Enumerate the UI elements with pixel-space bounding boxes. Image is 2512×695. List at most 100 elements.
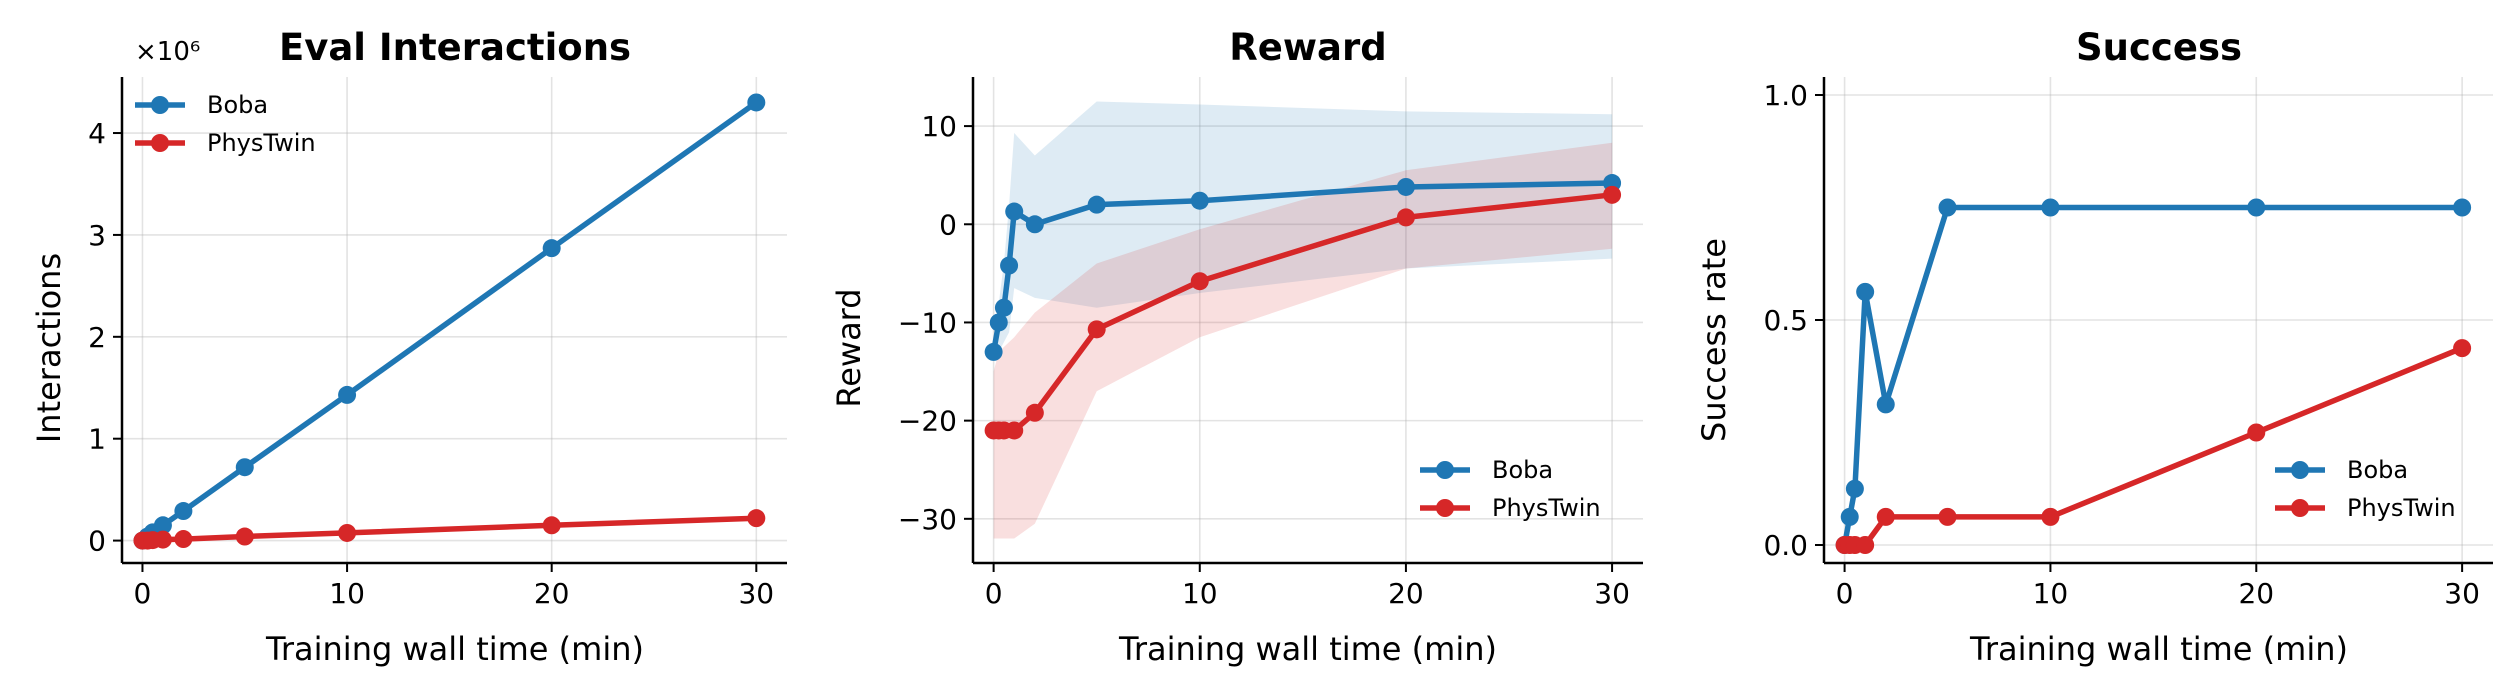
data-point	[1025, 403, 1044, 422]
data-point	[1396, 208, 1415, 227]
y-tick-label: 0	[88, 525, 106, 558]
data-point	[1856, 536, 1875, 554]
data-point	[1876, 507, 1895, 526]
y-tick-label: 2	[88, 321, 106, 354]
data-point	[2453, 339, 2472, 358]
data-point	[1938, 507, 1957, 526]
legend-label: PhysTwin	[1492, 494, 1601, 522]
plot-area: 0 10 20 30 0 1 2 3 4	[88, 77, 787, 610]
y-offset-label: ×10⁶	[135, 37, 200, 67]
data-point	[153, 516, 172, 535]
data-point	[1876, 395, 1895, 414]
y-tick-label: −10	[898, 306, 957, 339]
data-point	[1190, 272, 1209, 291]
series-line	[139, 515, 760, 544]
legend-label: PhysTwin	[2347, 494, 2456, 522]
legend: Boba PhysTwin	[2275, 456, 2456, 522]
legend-label: Boba	[2347, 456, 2408, 484]
x-axis-label: Training wall time (min)	[1118, 630, 1497, 668]
y-tick-label: 1.0	[1763, 79, 1808, 112]
data-point	[1856, 282, 1875, 301]
legend-label: Boba	[207, 91, 268, 119]
x-tick-label: 20	[1388, 577, 1424, 610]
data-point	[984, 342, 1003, 361]
data-point	[1190, 191, 1209, 210]
data-point	[1840, 507, 1859, 526]
data-point	[1603, 185, 1622, 204]
data-point	[2247, 423, 2266, 442]
data-point	[2041, 198, 2060, 217]
data-point	[542, 516, 561, 535]
panel-success: 0 10 20 30 0.0 0.5 1.0 Success Training wall t…	[1695, 26, 2493, 668]
data-point	[747, 93, 766, 112]
y-axis-label: Success rate	[1695, 238, 1733, 442]
x-tick-label: 30	[2444, 577, 2480, 610]
data-point	[174, 502, 193, 521]
data-point	[1025, 215, 1044, 234]
plot-area: 0 10 20 30 −30 −20 −10 0 10	[898, 77, 1643, 610]
x-tick-label: 0	[985, 577, 1003, 610]
x-axis-label: Training wall time (min)	[1969, 630, 2348, 668]
legend: Boba PhysTwin	[135, 91, 316, 157]
legend: Boba PhysTwin	[1420, 456, 1601, 522]
confidence-band	[993, 101, 1613, 352]
x-tick-label: 0	[134, 577, 152, 610]
chart-title: Eval Interactions	[279, 26, 631, 69]
y-tick-label: 4	[88, 117, 106, 150]
data-point	[338, 385, 357, 404]
data-point	[1087, 195, 1106, 214]
y-tick-label: 0	[939, 208, 957, 241]
x-tick-label: 10	[2033, 577, 2069, 610]
panel-reward: 0 10 20 30 −30 −20 −10 0 10 Reward Training wall…	[830, 26, 1643, 668]
data-point	[1396, 177, 1415, 196]
x-tick-label: 30	[1594, 577, 1630, 610]
confidence-band	[993, 142, 1613, 539]
x-tick-label: 10	[1182, 577, 1218, 610]
x-tick-label: 10	[329, 577, 365, 610]
x-tick-label: 30	[738, 577, 774, 610]
data-point	[994, 298, 1013, 317]
x-tick-label: 0	[1836, 577, 1854, 610]
data-point	[2247, 198, 2266, 217]
y-tick-label: −20	[898, 405, 957, 438]
y-axis-label: Reward	[830, 288, 868, 407]
y-tick-label: 1	[88, 423, 106, 456]
chart-title: Reward	[1229, 26, 1386, 69]
legend-marker	[2291, 461, 2309, 479]
y-tick-label: 0.5	[1763, 304, 1808, 337]
legend-marker	[1436, 499, 1454, 517]
data-point	[1087, 320, 1106, 339]
data-point	[1938, 198, 1957, 217]
data-point	[1005, 202, 1024, 221]
legend-label: PhysTwin	[207, 129, 316, 157]
data-point	[235, 527, 254, 546]
legend-label: Boba	[1492, 456, 1553, 484]
data-point	[747, 509, 766, 528]
data-point	[174, 530, 193, 549]
data-point	[1000, 256, 1019, 275]
legend-marker	[1436, 461, 1454, 479]
y-tick-label: 3	[88, 219, 106, 252]
x-tick-label: 20	[2238, 577, 2274, 610]
data-point	[989, 313, 1008, 332]
legend-marker	[2291, 499, 2309, 517]
data-point	[2041, 507, 2060, 526]
data-point	[2453, 198, 2472, 217]
legend-marker	[151, 134, 169, 152]
plot-area: 0 10 20 30 0.0 0.5 1.0	[1763, 77, 2493, 610]
y-axis-label: Interactions	[30, 253, 68, 443]
chart-title: Success	[2076, 26, 2242, 69]
data-point	[1845, 479, 1864, 498]
data-point	[153, 530, 172, 549]
x-tick-label: 20	[534, 577, 570, 610]
series-line	[139, 99, 760, 544]
y-tick-label: 0.0	[1763, 529, 1808, 562]
data-point	[338, 523, 357, 542]
panel-eval-interactions: 0 10 20 30 0 1 2 3 4 Eval Interactions ×10⁶ Trai…	[30, 26, 787, 668]
y-tick-label: −30	[898, 503, 957, 536]
data-point	[235, 458, 254, 477]
y-tick-label: 10	[921, 110, 957, 143]
data-point	[1005, 421, 1024, 440]
legend-marker	[151, 96, 169, 114]
